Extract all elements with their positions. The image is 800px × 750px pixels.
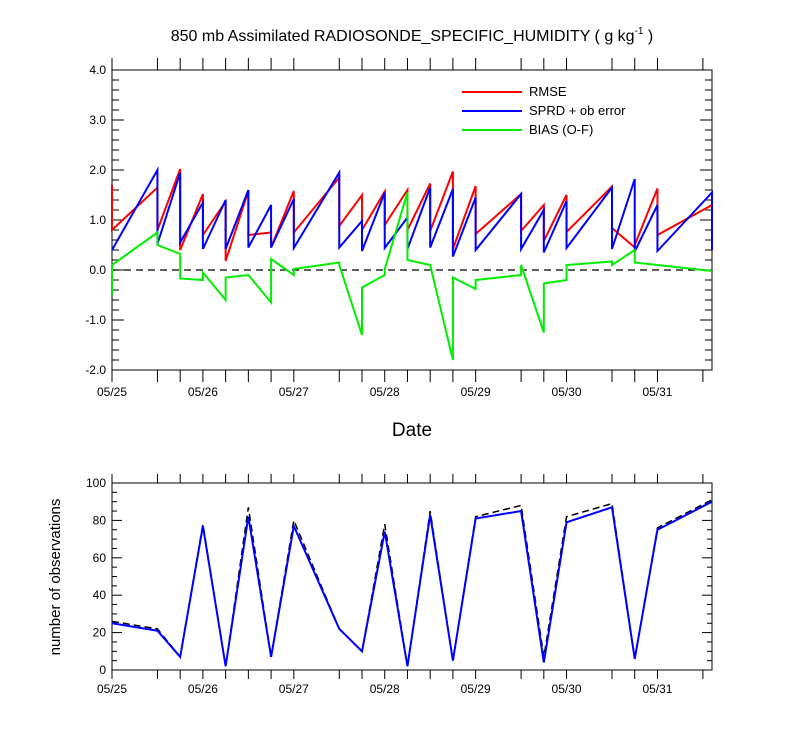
bottom-ytick-label: 40 <box>93 588 107 602</box>
legend: RMSE SPRD + ob error BIAS (O-F) <box>462 84 626 137</box>
legend-label-2: SPRD + ob error <box>529 103 626 118</box>
top-xtick-label: 05/26 <box>188 385 218 399</box>
bottom-xtick-label: 05/27 <box>279 682 309 696</box>
top-ytick-label: -2.0 <box>85 363 106 377</box>
bottom-xtick-label: 05/31 <box>642 682 672 696</box>
top-ytick-label: -1.0 <box>85 313 106 327</box>
legend-label-3: BIAS (O-F) <box>529 122 593 137</box>
top-chart-panel: -2.0 -1.0 0.0 1.0 2.0 3.0 4.0 05/25 05/26 05/27 05… <box>85 58 713 399</box>
bottom-ytick-label: 80 <box>93 513 107 527</box>
top-xtick-label: 05/25 <box>97 385 127 399</box>
bottom-ytick-label: 0 <box>99 663 106 677</box>
top-ytick-label: 3.0 <box>89 113 106 127</box>
bottom-ytick-label: 60 <box>93 551 107 565</box>
top-xtick-label: 05/31 <box>642 385 672 399</box>
bottom-xtick-label: 05/30 <box>552 682 582 696</box>
bottom-chart-panel: 0 20 40 60 80 100 05/25 05/26 05/27 05/28 05/29 05/… <box>86 474 713 696</box>
x-axis-label: Date <box>392 420 432 441</box>
top-xtick-label: 05/29 <box>461 385 491 399</box>
chart-title: 850 mb Assimilated RADIOSONDE_SPECIFIC_H… <box>171 26 654 45</box>
top-xtick-label: 05/27 <box>279 385 309 399</box>
bottom-ytick-label: 100 <box>86 476 106 490</box>
bottom-series-assimilated <box>111 500 713 667</box>
top-xtick-label: 05/30 <box>552 385 582 399</box>
top-series-sprd-ob-error <box>111 166 713 257</box>
top-ytick-label: 2.0 <box>89 163 106 177</box>
bottom-xtick-label: 05/28 <box>370 682 400 696</box>
top-ytick-label: 4.0 <box>89 63 106 77</box>
top-ytick-label: 0.0 <box>89 263 106 277</box>
top-xtick-label: 05/28 <box>370 385 400 399</box>
title-superscript: -1 <box>635 26 644 37</box>
title-end: ) <box>643 28 653 45</box>
legend-label-1: RMSE <box>529 84 567 99</box>
top-series-bias-o-f <box>111 192 713 361</box>
bottom-ytick-label: 20 <box>93 626 107 640</box>
top-ytick-label: 1.0 <box>89 213 106 227</box>
bottom-xtick-label: 05/26 <box>188 682 218 696</box>
bottom-xtick-label: 05/25 <box>97 682 127 696</box>
y-axis-label-observations: number of observations <box>47 499 64 656</box>
bottom-xtick-label: 05/29 <box>461 682 491 696</box>
